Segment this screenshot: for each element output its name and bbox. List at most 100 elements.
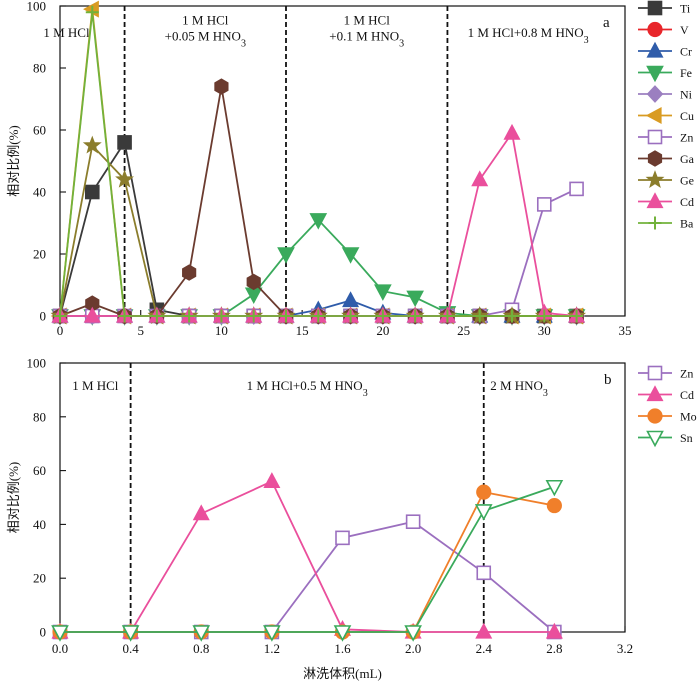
data-point-ba [473, 309, 487, 323]
x-tick-label: 0.0 [52, 641, 68, 656]
y-tick-label: 0 [40, 625, 47, 640]
legend-marker-cd [646, 192, 664, 209]
data-point-ba [537, 309, 551, 323]
legend-label: Ti [680, 2, 691, 16]
data-point-sn [121, 625, 140, 642]
data-point-ba [344, 309, 358, 323]
data-point-ba [279, 309, 293, 323]
data-point-cd [83, 306, 101, 323]
series-zn [52, 514, 562, 640]
eluent-label: 2 M HNO3 [490, 378, 548, 399]
data-point-ba [182, 309, 196, 323]
legend-marker-cu [645, 106, 662, 125]
series-line-cu [59, 9, 577, 317]
x-tick-label: 1.6 [334, 641, 351, 656]
data-point-ba [150, 309, 164, 323]
data-point-ga [246, 273, 261, 291]
data-point-zn [405, 514, 421, 530]
x-tick-label: 25 [457, 323, 470, 338]
data-point-fe [406, 290, 424, 308]
series-ga [52, 78, 584, 325]
eluent-label-line: 1 M HCl+0.5 M HNO3 [247, 378, 368, 399]
eluent-label-line: 1 M HCl [43, 25, 90, 40]
eluent-label: 1 M HCl+0.5 M HNO3 [247, 378, 368, 399]
legend-marker-sn [646, 430, 664, 448]
y-tick-label: 60 [33, 463, 46, 478]
series-group [51, 472, 564, 642]
legend-label: Sn [680, 431, 693, 445]
x-axis-label: 淋洗体积(mL) [303, 666, 382, 681]
x-tick-label: 2.0 [405, 641, 421, 656]
x-tick-label: 0.8 [193, 641, 209, 656]
series-line-sn [60, 485, 555, 633]
y-tick-label: 80 [33, 61, 46, 76]
y-tick-label: 100 [27, 356, 47, 371]
legend-label: Ge [680, 174, 694, 188]
plot-frame [59, 5, 626, 317]
series-line-cd [60, 480, 555, 633]
x-tick-label: 20 [376, 323, 389, 338]
eluent-label: 1 M HCl [72, 378, 119, 393]
legend-label: Cr [680, 45, 692, 59]
x-tick-label: 30 [538, 323, 551, 338]
plot-frame [59, 362, 626, 633]
y-tick-label: 40 [33, 517, 46, 532]
data-point-ba [408, 309, 422, 323]
legend-label: Cd [680, 388, 694, 402]
legend-label: Ga [680, 152, 695, 166]
data-point-cd [475, 622, 493, 639]
legend-marker-ba [648, 216, 662, 230]
data-point-fe [341, 247, 360, 264]
data-point-zn [476, 565, 492, 581]
data-point-ba [53, 309, 67, 323]
data-point-ti [117, 135, 132, 150]
series-line-ba [59, 12, 577, 317]
legend-label: Cd [680, 195, 694, 209]
data-point-fe [277, 247, 295, 264]
data-point-zn [335, 530, 350, 546]
data-point-ba [440, 309, 454, 323]
x-tick-label: 5 [137, 323, 144, 338]
data-point-sn [192, 625, 211, 642]
data-point-sn [51, 625, 69, 642]
series-ge [50, 135, 587, 325]
x-tick-label: 15 [296, 323, 309, 338]
x-tick-label: 1.2 [264, 641, 280, 656]
data-point-cr [342, 291, 360, 308]
eluent-label-line: +0.05 M HNO3 [165, 29, 246, 50]
data-point-mo [476, 484, 492, 500]
legend-marker-v [647, 21, 663, 38]
legend-marker-cr [646, 41, 664, 58]
series-sn [51, 479, 564, 642]
eluent-label-line: 1 M HCl [182, 13, 229, 28]
y-axis-label: 相对比例(%) [6, 125, 21, 197]
data-point-ti [84, 184, 100, 200]
eluent-label: 1 M HCl +0.05 M HNO3 [165, 13, 246, 50]
eluent-label: 1 M HCl [43, 25, 90, 40]
data-point-zn [569, 181, 584, 197]
data-point-fe [244, 287, 263, 304]
legend-marker-fe [646, 65, 664, 83]
chart-panel-b: 0.0 0.4 0.8 1.2 1.6 2.0 2.4 2.8 3.2 0 20 40 60 80 100 相… [6, 356, 697, 682]
y-tick-label: 20 [33, 247, 46, 262]
panel-letter: a [603, 15, 610, 31]
data-point-sn [545, 479, 564, 497]
series-ba [53, 5, 584, 323]
legend: Zn Cd Mo Sn [638, 365, 697, 448]
data-point-fe [309, 213, 328, 230]
series-cu [50, 0, 584, 325]
legend: Ti V Cr Fe Ni Cu Zn Ga Ge Cd Ba [638, 0, 695, 231]
data-point-ge [82, 135, 102, 154]
data-point-sn [474, 504, 493, 521]
eluent-label: 1 M HCl +0.1 M HNO3 [329, 13, 404, 50]
data-point-zn [536, 197, 552, 212]
data-point-ga [214, 78, 229, 95]
legend-label: Zn [680, 367, 693, 381]
legend-label: Ni [680, 88, 693, 102]
y-axis-label: 相对比例(%) [6, 462, 21, 534]
series-group [50, 0, 587, 326]
x-tick-label: 2.4 [476, 641, 493, 656]
y-tick-label: 80 [33, 409, 46, 424]
x-tick-label: 0.4 [123, 641, 140, 656]
legend-marker-ga [647, 150, 663, 167]
